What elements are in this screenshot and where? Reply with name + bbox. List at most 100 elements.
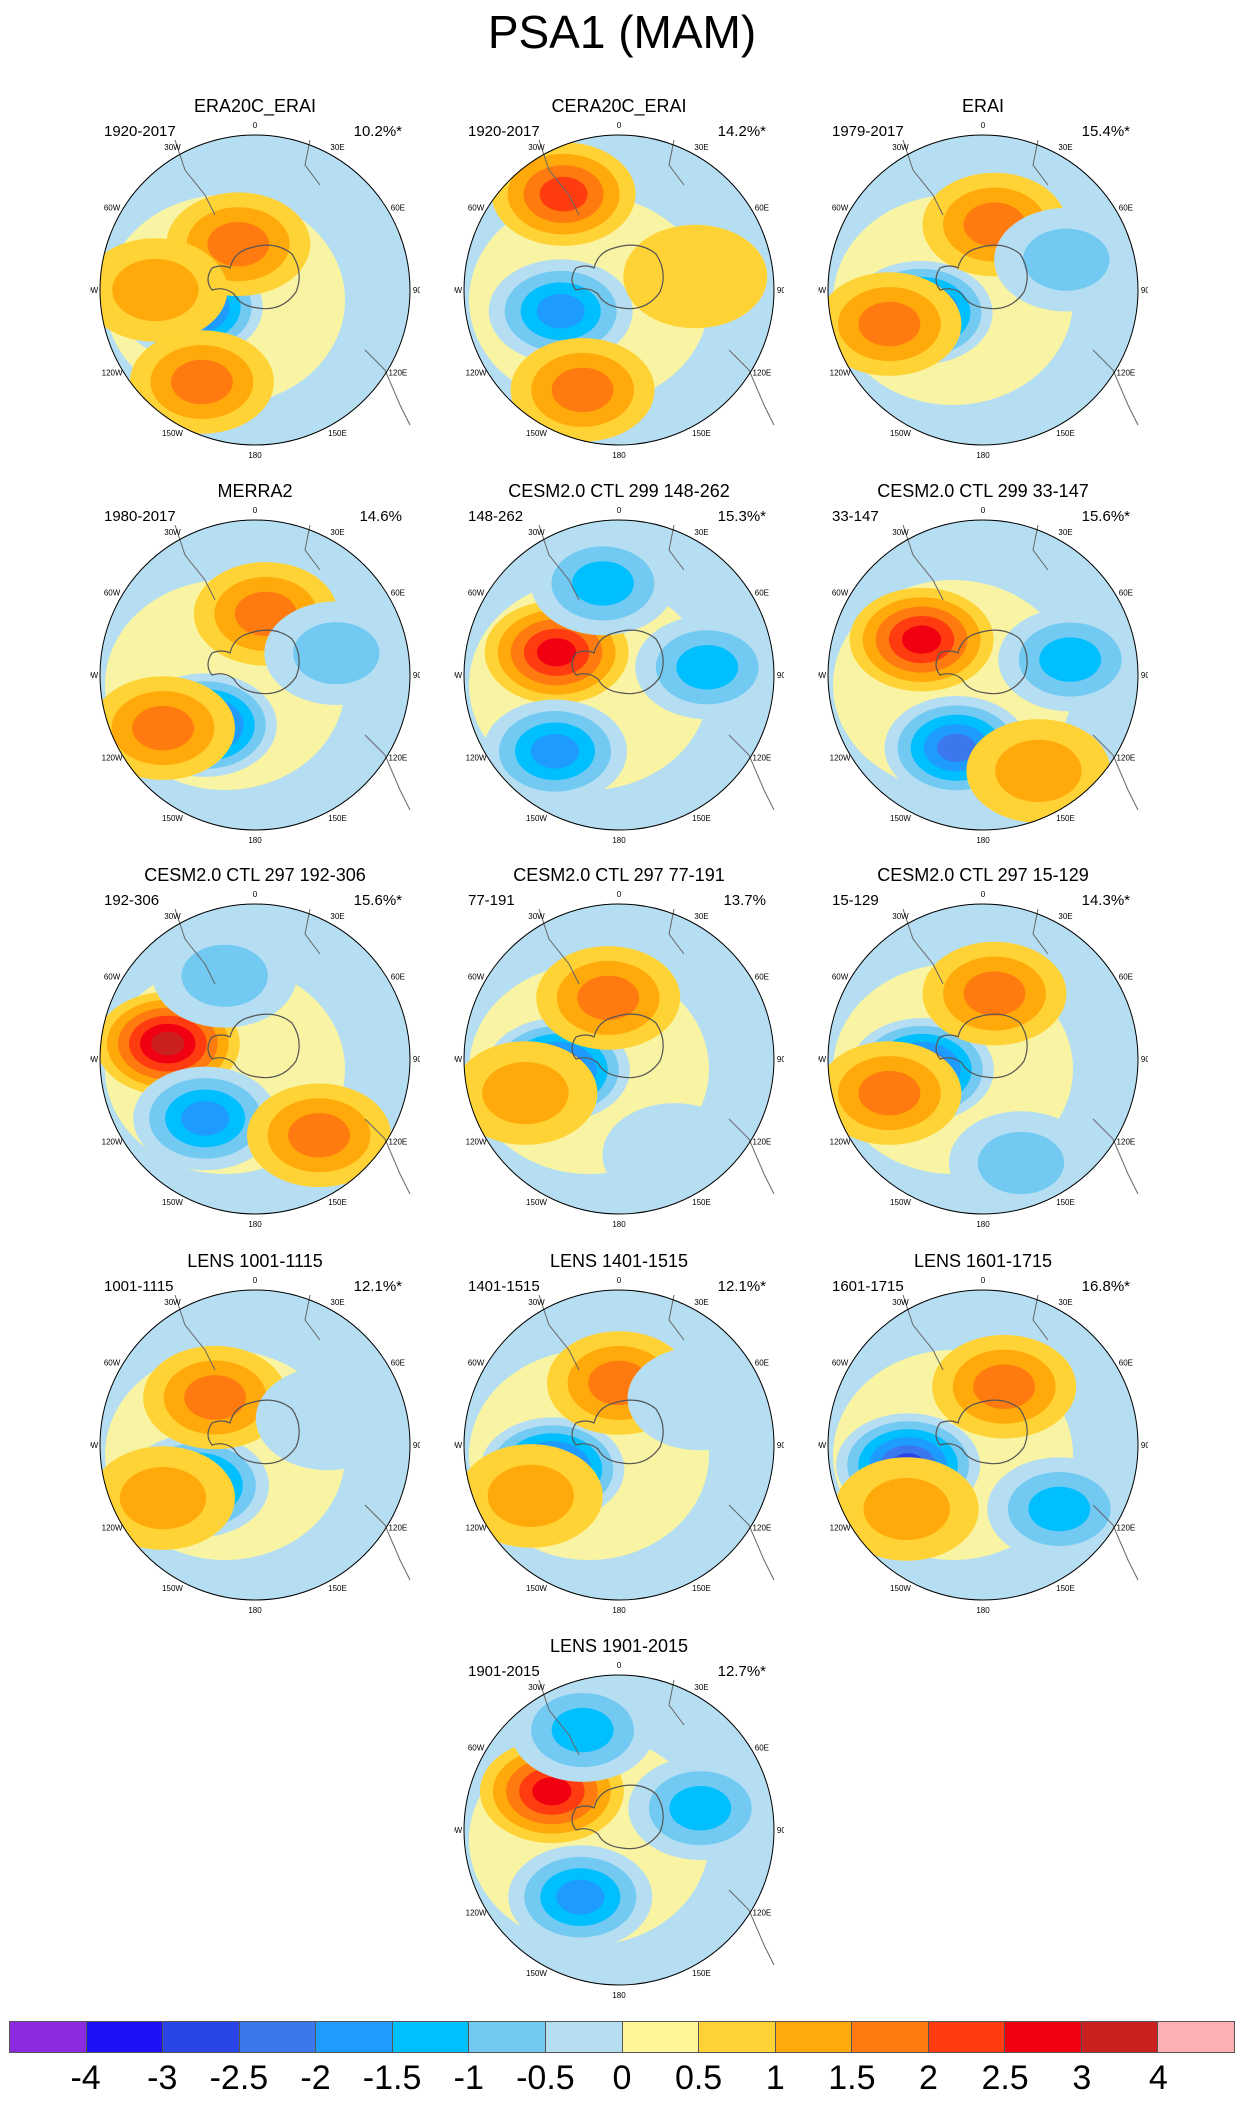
continent-coastline <box>668 139 685 186</box>
longitude-label: 60E <box>1119 204 1133 213</box>
anomaly-contour <box>572 561 634 606</box>
anomaly-contour <box>551 1707 614 1753</box>
longitude-label: 0 <box>981 506 986 515</box>
panel-title: CESM2.0 CTL 299 33-147 <box>877 481 1089 501</box>
longitude-label: 150E <box>1056 814 1075 823</box>
anomaly-contour <box>112 258 199 322</box>
map-boundary <box>827 1289 1139 1601</box>
longitude-label: 120E <box>1117 1138 1136 1147</box>
longitude-label: 30E <box>1058 1298 1072 1307</box>
panel-title: CESM2.0 CTL 297 192-306 <box>144 865 366 885</box>
continent-coastline <box>364 734 411 811</box>
continent-coastline <box>174 908 216 985</box>
longitude-label: 120E <box>1117 369 1136 378</box>
longitude-label: 30W <box>528 1683 545 1692</box>
continent-coastline <box>728 1504 775 1581</box>
polar-map: 0 30E 60E 90E 120E 150E 180 150W 120W 90W 60W 30W <box>454 506 784 845</box>
longitude-label: 0 <box>617 1661 622 1670</box>
longitude-label: 60W <box>104 973 121 982</box>
map-boundary <box>463 1674 775 1986</box>
longitude-label: 60E <box>391 1359 405 1368</box>
anomaly-contour <box>863 1477 950 1541</box>
panel-title: CESM2.0 CTL 297 77-191 <box>513 865 725 885</box>
continent-coastline <box>538 524 580 601</box>
longitude-label: 180 <box>612 451 626 460</box>
anomaly-contour <box>669 1786 732 1831</box>
colorbar-tick-label: 2 <box>919 2059 938 2097</box>
longitude-label: 0 <box>981 121 986 130</box>
anomaly-contour <box>676 645 739 690</box>
map-panel: 0 30E 60E 90E 120E 150E 180 150W 120W 90W 60W 30W LE… <box>454 1635 784 2005</box>
longitude-label: 90E <box>1141 1055 1148 1064</box>
panel-period: 148-262 <box>468 508 524 525</box>
longitude-label: 120W <box>102 1138 123 1147</box>
continent-coastline <box>1032 1294 1049 1341</box>
longitude-label: 60W <box>468 973 485 982</box>
anomaly-contour <box>1023 228 1110 291</box>
longitude-label: 60W <box>104 1359 121 1368</box>
antarctica-coastline <box>935 244 1028 310</box>
continent-coastline <box>668 524 685 571</box>
longitude-label: 30E <box>694 528 708 537</box>
continent-coastline <box>538 1679 580 1756</box>
colorbar-swatch <box>775 2022 853 2052</box>
longitude-label: 90E <box>777 1441 784 1450</box>
continent-coastline <box>174 1294 216 1371</box>
longitude-label: 120W <box>466 1138 487 1147</box>
longitude-label: 150W <box>526 814 547 823</box>
panel-period: 1979-2017 <box>832 123 904 140</box>
longitude-label: 150E <box>692 1969 711 1978</box>
longitude-label: 150E <box>328 814 347 823</box>
longitude-label: 90W <box>90 1441 99 1450</box>
longitude-label: 90E <box>1141 1441 1148 1450</box>
longitude-label: 150E <box>328 1584 347 1593</box>
continent-coastline <box>1032 139 1049 186</box>
longitude-label: 90W <box>454 1055 463 1064</box>
colorbar-tick-label: 0 <box>612 2059 632 2097</box>
longitude-label: 120E <box>389 369 408 378</box>
longitude-label: 30W <box>528 912 545 921</box>
continent-coastline <box>1032 524 1049 571</box>
longitude-label: 30W <box>892 143 909 152</box>
anomaly-contour <box>902 625 942 654</box>
longitude-label: 90W <box>818 671 827 680</box>
longitude-label: 90E <box>777 1055 784 1064</box>
continent-coastline <box>668 908 685 955</box>
longitude-label: 60W <box>104 204 121 213</box>
longitude-label: 180 <box>612 1220 626 1229</box>
colorbar-tick-label: 0.5 <box>674 2059 723 2097</box>
anomaly-contour <box>207 222 270 267</box>
anomaly-contour <box>858 301 921 347</box>
map-panel: 0 30E 60E 90E 120E 150E 180 150W 120W 90W 60W 30W ER… <box>818 95 1148 465</box>
longitude-label: 180 <box>612 1606 626 1615</box>
longitude-label: 120W <box>466 1909 487 1918</box>
continent-coastline <box>668 1679 685 1726</box>
antarctica-coastline <box>207 1013 300 1079</box>
panel-variance: 14.3%* <box>1081 892 1130 909</box>
panel-title: LENS 1901-2015 <box>549 1636 689 1656</box>
colorbar-swatch <box>852 2022 929 2052</box>
longitude-label: 30W <box>528 1298 545 1307</box>
longitude-label: 90E <box>413 1441 420 1450</box>
polar-map: 0 30E 60E 90E 120E 150E 180 150W 120W 90W 60W 30W <box>454 1276 784 1615</box>
longitude-label: 120W <box>466 1524 487 1533</box>
longitude-label: 120W <box>466 754 487 763</box>
antarctica-coastline <box>571 1784 664 1850</box>
longitude-label: 30W <box>164 1298 181 1307</box>
panel-title: LENS 1001-1115 <box>187 1251 323 1271</box>
colorbar-swatch <box>86 2022 164 2052</box>
colorbar-labels: -4 -3 -2.5 -2 -1.5 -1 -0.5 0 0.5 1 1.5 2 2.5 3 4 <box>0 2058 1244 2102</box>
longitude-label: 60W <box>832 973 849 982</box>
colorbar-swatch <box>163 2022 240 2052</box>
longitude-label: 120W <box>830 1138 851 1147</box>
colorbar-tick-label: 2.5 <box>981 2059 1029 2097</box>
longitude-label: 150E <box>692 814 711 823</box>
longitude-label: 30W <box>892 912 909 921</box>
longitude-label: 90W <box>90 1055 99 1064</box>
longitude-label: 60E <box>1119 1359 1133 1368</box>
map-panel: 0 30E 60E 90E 120E 150E 180 150W 120W 90W 60W 30W LE… <box>454 1250 784 1620</box>
anomaly-contour <box>181 1101 230 1136</box>
longitude-label: 0 <box>617 506 622 515</box>
longitude-label: 150W <box>890 814 911 823</box>
longitude-label: 150W <box>162 814 183 823</box>
